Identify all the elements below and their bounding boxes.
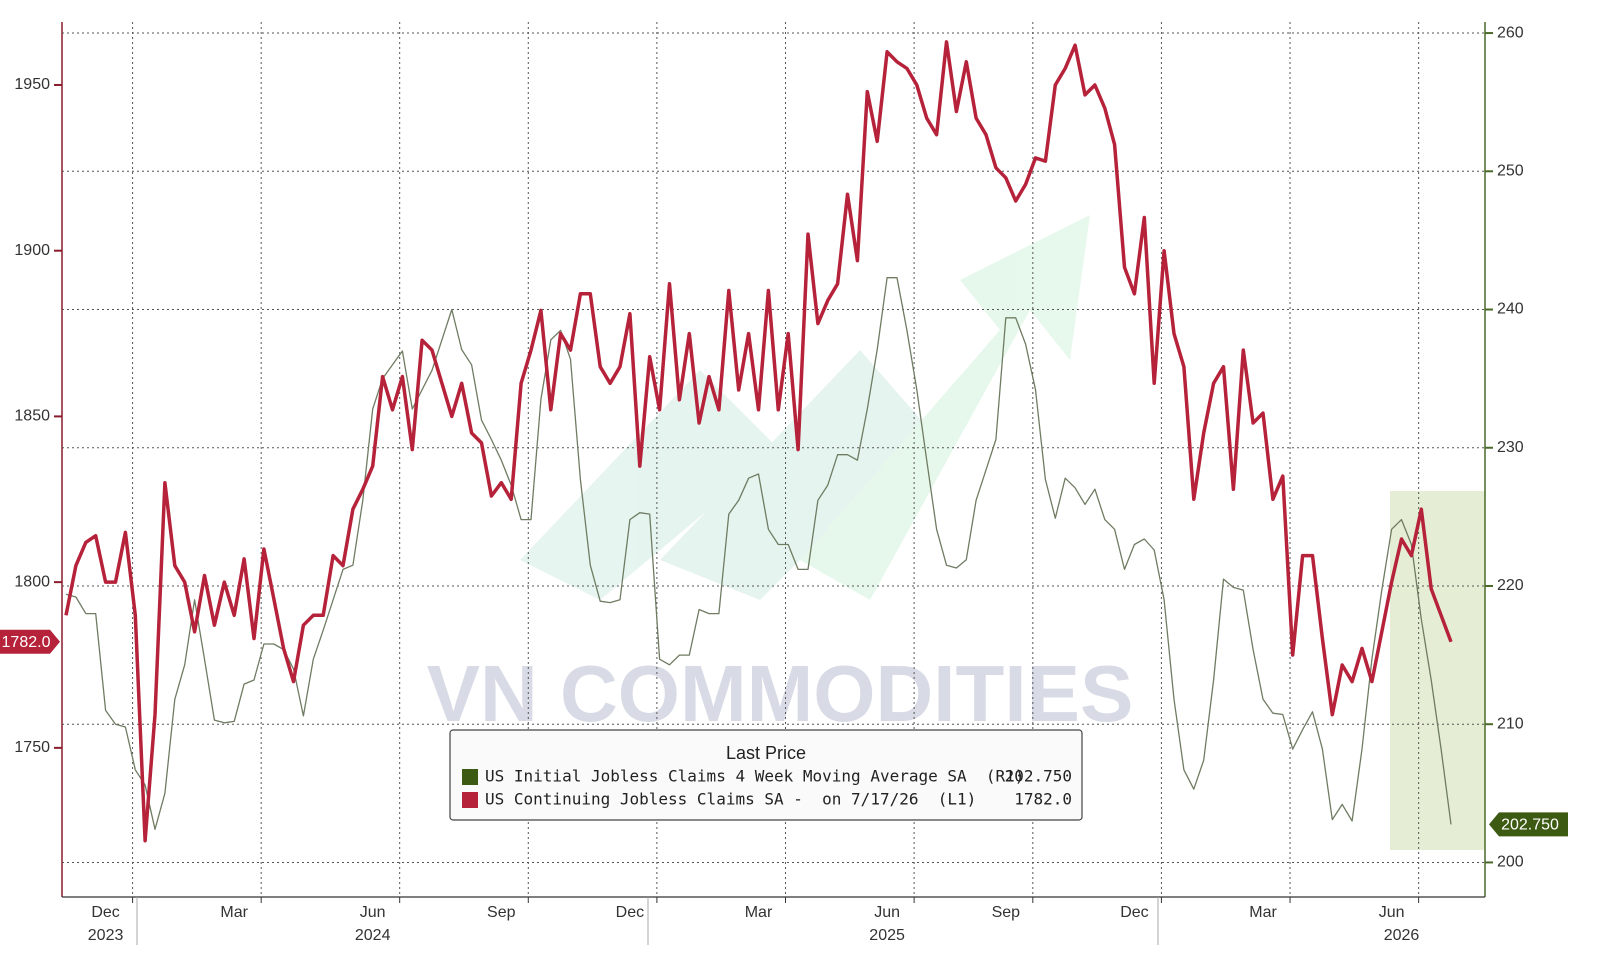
y2-tick-label: 230	[1497, 439, 1524, 456]
x-tick-label: Mar	[1249, 904, 1277, 921]
x-tick-label: Dec	[1120, 904, 1148, 921]
y2-tick-label: 220	[1497, 577, 1524, 594]
y2-tick-label: 200	[1497, 854, 1524, 871]
x-tick-label: Mar	[220, 904, 248, 921]
x-tick-label: Dec	[91, 904, 119, 921]
y2-tick-label: 240	[1497, 301, 1524, 318]
x-tick-label: Sep	[487, 904, 516, 921]
x-year-label: 2023	[88, 927, 124, 944]
watermark-logo	[520, 215, 1090, 600]
last-value-label: 1782.0	[2, 634, 51, 651]
legend-label: US Continuing Jobless Claims SA - on 7/1…	[485, 790, 976, 809]
series-line	[64, 40, 1453, 843]
watermark: VN COMMODITIES	[427, 649, 1134, 738]
x-tick-label: Jun	[360, 904, 386, 921]
legend-swatch	[462, 769, 478, 785]
y-tick-label: 1800	[14, 573, 50, 590]
legend-value: 202.750	[1005, 767, 1072, 786]
x-tick-label: Dec	[616, 904, 644, 921]
legend-value: 1782.0	[1014, 790, 1072, 809]
y-tick-label: 1750	[14, 739, 50, 756]
legend-box	[449, 729, 1083, 821]
legend-label: US Initial Jobless Claims 4 Week Moving …	[485, 767, 1024, 786]
x-tick-label: Mar	[745, 904, 773, 921]
x-tick-label: Jun	[874, 904, 900, 921]
last-value-tag	[1489, 812, 1568, 837]
y-tick-label: 1900	[14, 242, 50, 259]
x-tick-label: Sep	[992, 904, 1021, 921]
highlight-box	[1390, 491, 1485, 850]
y2-tick-label: 260	[1497, 24, 1524, 41]
x-year-label: 2026	[1384, 927, 1420, 944]
y-tick-label: 1850	[14, 408, 50, 425]
x-year-label: 2024	[355, 927, 391, 944]
y2-tick-label: 250	[1497, 163, 1524, 180]
last-value-tag	[0, 629, 60, 654]
y-tick-label: 1950	[14, 76, 50, 93]
legend-swatch	[462, 792, 478, 808]
legend-title: Last Price	[726, 743, 806, 763]
y2-tick-label: 210	[1497, 715, 1524, 732]
x-year-label: 2025	[869, 927, 905, 944]
x-tick-label: Jun	[1379, 904, 1405, 921]
last-value-label: 202.750	[1501, 817, 1559, 834]
series-line	[65, 277, 1452, 830]
